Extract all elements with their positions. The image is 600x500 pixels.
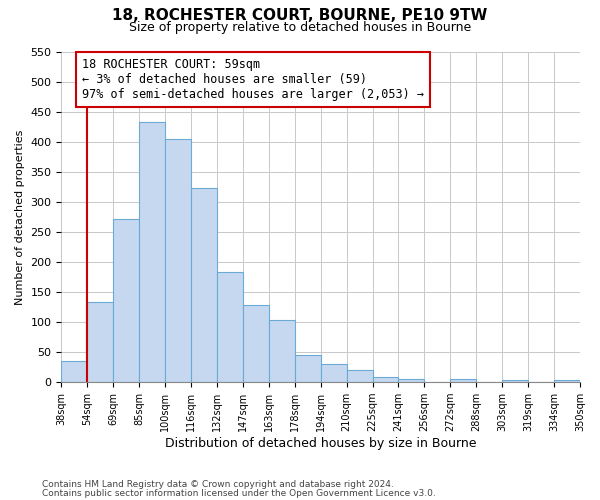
Bar	[502, 380, 528, 382]
X-axis label: Distribution of detached houses by size in Bourne: Distribution of detached houses by size …	[165, 437, 476, 450]
Bar	[191, 188, 217, 382]
Text: 18, ROCHESTER COURT, BOURNE, PE10 9TW: 18, ROCHESTER COURT, BOURNE, PE10 9TW	[112, 8, 488, 22]
Bar	[321, 364, 347, 382]
Bar	[347, 370, 373, 382]
Bar	[398, 378, 424, 382]
Bar	[61, 361, 88, 382]
Bar	[451, 379, 476, 382]
Bar	[269, 320, 295, 382]
Bar	[165, 138, 191, 382]
Bar	[373, 378, 398, 382]
Bar	[139, 122, 165, 382]
Bar	[554, 380, 580, 382]
Y-axis label: Number of detached properties: Number of detached properties	[15, 129, 25, 304]
Bar	[88, 302, 113, 382]
Text: Contains public sector information licensed under the Open Government Licence v3: Contains public sector information licen…	[42, 488, 436, 498]
Bar	[243, 306, 269, 382]
Bar	[295, 354, 321, 382]
Bar	[113, 218, 139, 382]
Bar	[217, 272, 243, 382]
Text: Size of property relative to detached houses in Bourne: Size of property relative to detached ho…	[129, 21, 471, 34]
Text: Contains HM Land Registry data © Crown copyright and database right 2024.: Contains HM Land Registry data © Crown c…	[42, 480, 394, 489]
Text: 18 ROCHESTER COURT: 59sqm
← 3% of detached houses are smaller (59)
97% of semi-d: 18 ROCHESTER COURT: 59sqm ← 3% of detach…	[82, 58, 424, 101]
